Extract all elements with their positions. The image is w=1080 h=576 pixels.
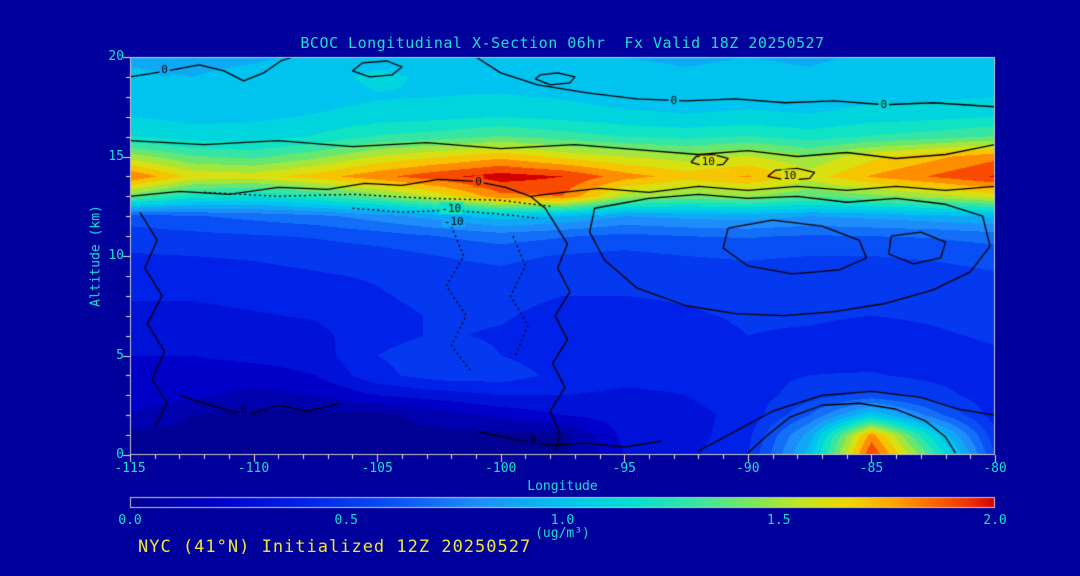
- init-info-text: NYC (41°N) Initialized 12Z 20250527: [138, 537, 532, 557]
- colorbar-unit-label: (ug/m³): [535, 526, 590, 541]
- x-axis-label: Longitude: [527, 479, 598, 494]
- chart-title: BCOC Longitudinal X-Section 06hr Fx Vali…: [300, 34, 825, 52]
- y-axis-label: Altitude (km): [88, 205, 104, 307]
